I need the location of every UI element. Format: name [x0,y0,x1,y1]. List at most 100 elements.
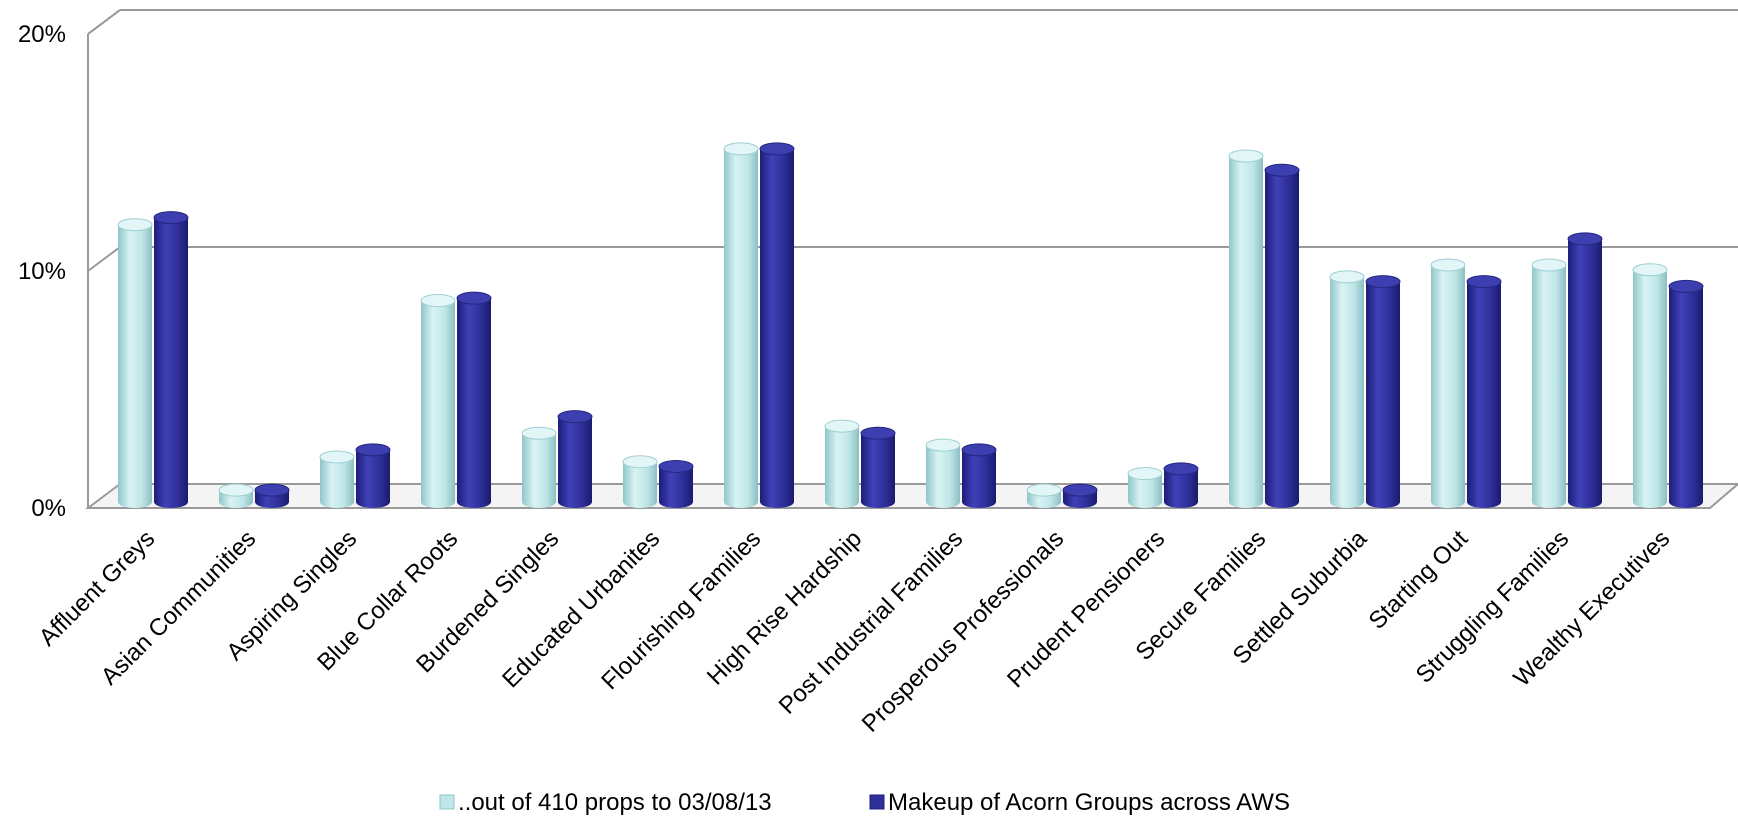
bar-base [1568,496,1602,508]
chart-floor [85,483,1738,509]
bar-base [219,496,253,508]
bar-base [154,496,188,508]
bar-body [558,416,592,502]
bar-body [1229,155,1263,503]
bar-struggling-families-series-2 [1567,232,1603,508]
bar-wealthy-executives-series-2 [1668,279,1704,508]
bar-post-industrial-families-series-1 [925,438,961,508]
bar-base [1467,496,1501,508]
bar-prosperous-professionals-series-2 [1062,483,1098,508]
legend-item-2: Makeup of Acorn Groups across AWS [869,789,1290,816]
bar-base [1063,496,1097,508]
bar-wealthy-executives-series-1 [1632,263,1668,508]
bar-body [1669,286,1703,502]
bar-settled-suburbia-series-2 [1365,275,1401,508]
bar-body [861,433,895,502]
bar-body [1633,269,1667,502]
bar-cap [1329,270,1365,284]
bar-body [724,148,758,502]
y-tick-label: 10% [18,258,66,285]
legend-swatch [869,794,885,810]
bars [117,142,1704,508]
bar-base [1633,496,1667,508]
bar-educated-urbanites-series-1 [622,455,658,508]
bar-base [1128,496,1162,508]
bar-base [760,496,794,508]
bar-base [320,496,354,508]
bar-body [962,449,996,502]
chart-walls [85,9,1738,509]
bar-body [1265,170,1299,502]
bar-body [1330,276,1364,502]
bar-body [926,445,960,502]
bar-cap [723,142,759,156]
bar-cap [860,426,896,440]
bar-body [457,298,491,502]
bar-base [623,496,657,508]
bar-base [1229,496,1263,508]
legend-label: ..out of 410 props to 03/08/13 [458,789,772,816]
bar-secure-families-series-1 [1228,149,1264,508]
bar-base [926,496,960,508]
bar-cap [824,419,860,433]
bar-cap [117,218,153,232]
bar-base [1330,496,1364,508]
bar-base [1164,496,1198,508]
bar-body [421,300,455,502]
bar-affluent-greys-series-1 [117,218,153,508]
bar-body [623,461,657,502]
bar-body [154,217,188,502]
bar-base [724,496,758,508]
bar-body [356,449,390,502]
bar-high-rise-hardship-series-1 [824,419,860,508]
bar-cap [1062,483,1098,497]
bar-cap [1531,258,1567,272]
bar-cap [355,443,391,457]
bar-post-industrial-families-series-2 [961,443,997,508]
bar-cap [1228,149,1264,163]
gridline-side [87,9,121,35]
gridline-side [87,246,121,272]
bar-aspiring-singles-series-2 [355,443,391,508]
bar-struggling-families-series-1 [1531,258,1567,508]
bar-cap [961,443,997,457]
x-tick-label-starting-out: Starting Out [1364,525,1474,635]
bar-cap [1466,275,1502,289]
bar-cap [622,455,658,469]
y-axis-ticks: 0% 10% 20% [18,21,66,522]
bar-prudent-pensioners-series-1 [1127,467,1163,508]
bar-educated-urbanites-series-2 [658,459,694,508]
bar-cap [1567,232,1603,246]
bar-cap [1668,279,1704,293]
bar-cap [1632,263,1668,277]
bar-asian-communities-series-1 [218,483,254,508]
bar-base [356,496,390,508]
bar-cap [521,426,557,440]
bar-flourishing-families-series-1 [723,142,759,508]
gridlines [87,9,1738,272]
bar-cap [1163,462,1199,476]
bar-cap [153,211,189,225]
bar-base [1027,496,1061,508]
bar-affluent-greys-series-2 [153,211,189,508]
y-tick-label: 20% [18,21,66,48]
bar-burdened-singles-series-1 [521,426,557,508]
bar-base [522,496,556,508]
bar-base [1431,496,1465,508]
bar-cap [218,483,254,497]
bar-high-rise-hardship-series-2 [860,426,896,508]
bar-burdened-singles-series-2 [557,410,593,508]
bar-cap [254,483,290,497]
bar-prosperous-professionals-series-1 [1026,483,1062,508]
bar-cap [759,142,795,156]
legend: ..out of 410 props to 03/08/13 Makeup of … [439,789,1290,816]
bar-cap [456,291,492,305]
bar-body [118,224,152,502]
bar-settled-suburbia-series-1 [1329,270,1365,508]
bar-cap [1365,275,1401,289]
bar-blue-collar-roots-series-2 [456,291,492,508]
legend-swatch [439,794,455,810]
bar-blue-collar-roots-series-1 [420,294,456,508]
